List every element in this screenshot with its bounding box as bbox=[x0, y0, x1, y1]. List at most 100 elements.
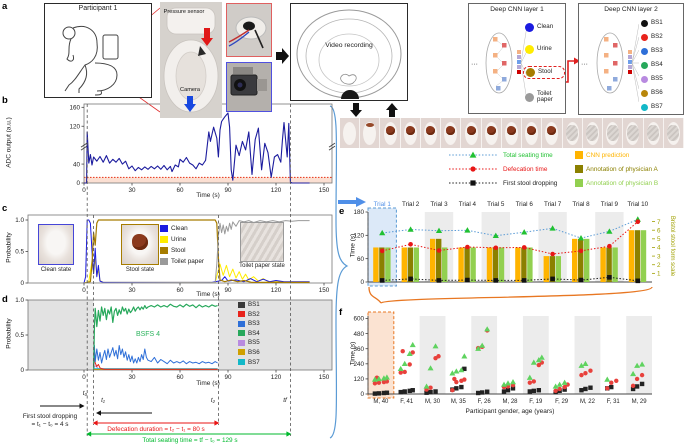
toilet-paper-state-caption: Toilet paper state bbox=[239, 263, 285, 269]
legend-swatch-icon bbox=[238, 359, 245, 366]
svg-text:90: 90 bbox=[224, 187, 232, 194]
video-frame-stool bbox=[501, 118, 523, 148]
svg-text:60: 60 bbox=[357, 256, 365, 263]
pressure-sensor-label: Pressure sensor bbox=[163, 9, 205, 15]
class-label: Clean bbox=[537, 22, 554, 30]
video-frame-clean bbox=[340, 118, 361, 148]
class-label: BS2 bbox=[651, 32, 663, 40]
svg-text:60: 60 bbox=[176, 187, 184, 194]
svg-text:0: 0 bbox=[360, 391, 364, 398]
svg-text:0.5: 0.5 bbox=[15, 249, 24, 256]
class-label: BS6 bbox=[651, 88, 663, 96]
cnn-output-clean: Clean bbox=[523, 22, 565, 33]
panel-d-chart: 0 30 60 90 120 150 0 0.5 1.0 bbox=[15, 297, 333, 381]
legend-label: Total seating time bbox=[503, 151, 553, 159]
svg-text:160: 160 bbox=[69, 105, 80, 112]
annotation-layer bbox=[40, 104, 292, 437]
panel-e-chart: 0 60 120 180 1 2 34 5 67 Trial 1 Trial 2 Trial 3 Tri… bbox=[353, 201, 661, 287]
d-ylabel: Probability bbox=[5, 318, 13, 349]
class-dot-icon bbox=[525, 22, 534, 32]
clean-state-caption: Clean state bbox=[40, 267, 72, 273]
svg-text:30: 30 bbox=[128, 374, 136, 381]
pressure-sensor-closeup bbox=[228, 16, 267, 49]
legend-label: Defecation time bbox=[503, 165, 548, 173]
cnn-output-bs3: BS3 bbox=[639, 47, 683, 56]
panel-e-label: e bbox=[339, 206, 345, 217]
legend-item-clean: Clean bbox=[160, 225, 204, 232]
legend-box-2: Annotation of physician B bbox=[575, 178, 658, 188]
c-ylabel: Probability bbox=[5, 232, 13, 263]
class-label: BS5 bbox=[651, 74, 663, 82]
svg-text:60: 60 bbox=[176, 287, 184, 294]
legend-label: Annotation of physician B bbox=[586, 179, 659, 187]
svg-text:F, 29: F, 29 bbox=[555, 399, 569, 405]
video-frame-stool bbox=[380, 118, 401, 148]
b-ylabel: ADC output (a.u.) bbox=[5, 117, 13, 168]
legend-swatch-icon bbox=[160, 258, 168, 265]
legend-item-stool: Stool bbox=[160, 247, 204, 254]
t2-mark: t₂ bbox=[210, 397, 216, 404]
camera-inset-photo bbox=[226, 62, 272, 112]
class-dot-icon bbox=[641, 75, 648, 83]
c-xlabel: Time (s) bbox=[196, 291, 220, 298]
svg-text:Trial 7: Trial 7 bbox=[544, 201, 562, 208]
class-dot-icon bbox=[526, 67, 535, 77]
timeline-legend: Total seating time Defecation time First s… bbox=[448, 150, 685, 194]
e-right-ylabel: Bristol stool form scale bbox=[669, 215, 675, 277]
legend-swatch-icon bbox=[160, 236, 168, 243]
pressure-sensor-arrow-icon bbox=[201, 28, 213, 46]
participant-sketch-icon bbox=[62, 26, 119, 96]
first-stool-annotation-line2: = t₁ − t₀ = 4 s bbox=[31, 421, 69, 428]
video-frame-paper bbox=[623, 118, 644, 148]
svg-text:30: 30 bbox=[128, 187, 136, 194]
e-to-f-brace bbox=[368, 286, 653, 304]
svg-text:Trial 4: Trial 4 bbox=[459, 201, 477, 208]
class-label: Toilet paper bbox=[537, 89, 553, 104]
video-recording-box: Video recording bbox=[290, 3, 408, 101]
legend-label: BS6 bbox=[248, 348, 260, 356]
cnn-output-bs4: BS4 bbox=[639, 61, 683, 70]
legend-label: BS5 bbox=[248, 339, 260, 347]
legend-swatch-icon bbox=[238, 330, 245, 337]
svg-text:600: 600 bbox=[353, 316, 364, 323]
cnn2-title: Deep CNN layer 2 bbox=[604, 6, 658, 13]
t1-mark: t₁ bbox=[101, 397, 105, 404]
legend-item-bs3: BS3 bbox=[238, 320, 260, 327]
legend-label: BS2 bbox=[248, 310, 260, 318]
panel-c-label: c bbox=[2, 203, 8, 214]
camera-label: Camera bbox=[180, 87, 200, 93]
bcd-brace bbox=[329, 105, 349, 439]
clean-state-photo bbox=[38, 224, 74, 265]
right-arrow-icon bbox=[276, 48, 289, 64]
svg-text:120: 120 bbox=[271, 187, 282, 194]
legend-box-0: CNN prediction bbox=[575, 150, 629, 160]
video-frame-strip bbox=[340, 118, 684, 148]
svg-text:150: 150 bbox=[319, 374, 330, 381]
legend-swatch-icon bbox=[575, 165, 583, 173]
b-xlabel: Time (s) bbox=[196, 192, 220, 199]
svg-text:360: 360 bbox=[353, 346, 364, 353]
cnn-output-bs5: BS5 bbox=[639, 75, 683, 84]
legend-swatch-icon bbox=[238, 349, 245, 356]
svg-text:1: 1 bbox=[657, 271, 661, 278]
class-dot-icon bbox=[641, 19, 648, 27]
panel-b-label: b bbox=[2, 95, 8, 106]
d-xlabel: Time (s) bbox=[196, 380, 220, 387]
svg-text:120: 120 bbox=[271, 374, 282, 381]
class-dot-icon bbox=[641, 33, 648, 41]
legend-item-toilet-paper: Toilet paper bbox=[160, 258, 204, 265]
svg-text:Trial 8: Trial 8 bbox=[572, 201, 590, 208]
svg-text:240: 240 bbox=[353, 361, 364, 368]
svg-text:0: 0 bbox=[360, 279, 364, 286]
cnn-output-bs7: BS7 bbox=[639, 103, 683, 112]
svg-text:1.0: 1.0 bbox=[15, 297, 24, 304]
d-legend: BS1 BS2 BS3 BS4 BS5 BS6 BS7 bbox=[238, 301, 260, 368]
video-frame-paper bbox=[663, 118, 684, 148]
legend-item-bs7: BS7 bbox=[238, 359, 260, 366]
svg-text:F, 26: F, 26 bbox=[478, 399, 492, 405]
svg-text:5: 5 bbox=[657, 236, 661, 243]
legend-line-2: First stool dropping bbox=[448, 178, 557, 188]
class-dot-icon bbox=[525, 92, 534, 102]
